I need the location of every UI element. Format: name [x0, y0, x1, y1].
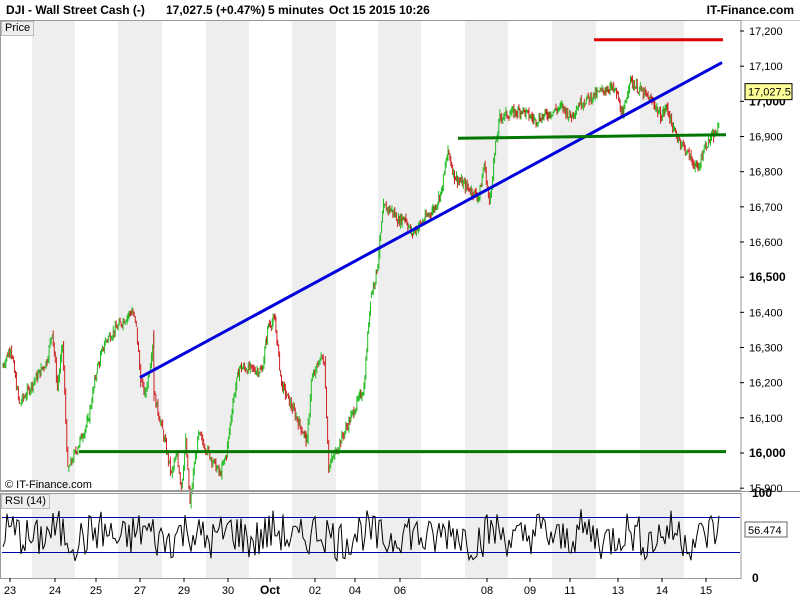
x-tick-label: 13 [612, 585, 624, 597]
y-tick-label: 16,800 [749, 167, 783, 179]
y-tick-label: 16,700 [749, 202, 783, 214]
y-tick-label: 16,300 [749, 343, 783, 355]
day-shade-rsi [292, 493, 336, 578]
rsi-plot [2, 509, 740, 563]
interval-label: 5 minutes [268, 3, 325, 17]
y-tick-label: 15,900 [749, 483, 783, 495]
day-shade-rsi [552, 493, 596, 578]
y-tick-label: 16,900 [749, 132, 783, 144]
day-shade-price [378, 20, 421, 490]
x-tick-label: 29 [178, 585, 190, 597]
day-shade-price [552, 20, 596, 490]
x-tick-label: 30 [222, 585, 234, 597]
price-change: 17,027.5 (+0.47%) [166, 3, 266, 17]
last-price-box [744, 83, 793, 101]
day-shade-rsi [465, 493, 508, 578]
day-shade-price [206, 20, 249, 490]
support-line [457, 133, 727, 140]
rsi-panel-label: RSI (14) [1, 494, 50, 509]
x-tick-label: 09 [524, 585, 536, 597]
x-tick-label: 15 [700, 585, 712, 597]
price-candles [2, 75, 720, 509]
rsi-value-box [744, 521, 788, 538]
last-price-label: 17,027.5 [748, 87, 791, 99]
copyright-label: © IT-Finance.com [5, 479, 92, 491]
day-shade-rsi [378, 493, 421, 578]
y-tick-label: 16,100 [749, 413, 783, 425]
x-tick-label: 04 [349, 585, 361, 597]
x-tick-label: 27 [134, 585, 146, 597]
y-tick-label: 16,000 [749, 446, 786, 460]
trendline-line [139, 61, 723, 379]
y-tick-label: 16,500 [749, 270, 786, 284]
day-shade-price [465, 20, 508, 490]
title-bar: DJI - Wall Street Cash (-) 17,027.5 (+0.… [0, 0, 800, 21]
price-panel-label: Price [1, 21, 35, 36]
y-tick-label: 16,200 [749, 378, 783, 390]
rsi-tick-label: 0 [752, 571, 759, 585]
brand-label: IT-Finance.com [706, 3, 794, 17]
day-shade-price [640, 20, 684, 490]
y-tick-label: 16,400 [749, 307, 783, 319]
chart-annotations [79, 38, 727, 454]
y-tick-label: 16,600 [749, 237, 783, 249]
rsi-value-label: 56.474 [748, 525, 782, 537]
x-tick-label: 25 [90, 585, 102, 597]
x-tick-label: 08 [481, 585, 493, 597]
rsi-panel-frame [0, 493, 742, 579]
day-shade-price [292, 20, 336, 490]
x-tick-label: 11 [564, 585, 575, 597]
chart-axes: 15,900 16,000 16,100 16,200 16,300 16,400 16,5… [4, 26, 793, 597]
x-tick-label: Oct [260, 583, 280, 597]
chart-frame [0, 20, 800, 579]
symbol-title: DJI - Wall Street Cash (-) [6, 3, 145, 17]
x-tick-label: 23 [4, 585, 16, 597]
x-tick-label: 24 [49, 585, 61, 597]
x-tick-label: 06 [394, 585, 406, 597]
price-panel-frame [0, 20, 742, 491]
y-tick-label: 17,200 [749, 26, 783, 38]
rsi-tick-label: 100 [752, 486, 772, 500]
day-shade-price [32, 20, 75, 490]
day-shade-price [118, 20, 162, 490]
datetime-label: Oct 15 2015 10:26 [329, 3, 430, 17]
x-tick-label: 14 [656, 585, 668, 597]
weekday-shading [32, 20, 684, 578]
rsi-line [2, 509, 720, 563]
x-tick-label: 02 [309, 585, 321, 597]
y-tick-label: 17,100 [749, 61, 783, 73]
